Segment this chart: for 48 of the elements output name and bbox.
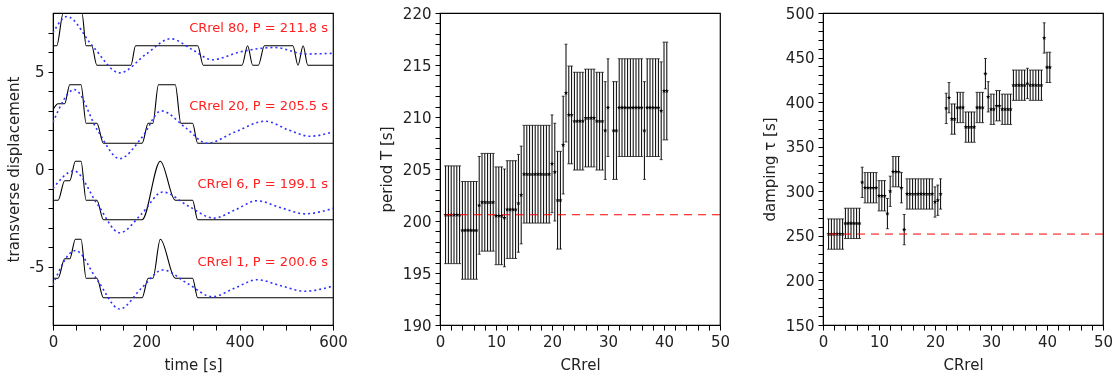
y-tick-label: 200 bbox=[785, 271, 815, 290]
x-tick-label: 0 bbox=[48, 332, 59, 351]
y-tick-label: 150 bbox=[785, 316, 815, 335]
x-tick-label: 10 bbox=[486, 332, 507, 351]
annotation: CRrel 6, P = 199.1 s bbox=[197, 176, 329, 191]
y-tick-label: 200 bbox=[402, 212, 432, 231]
y-axis-title: period T [s] bbox=[377, 126, 396, 213]
y-tick-label: 300 bbox=[785, 182, 815, 201]
x-tick-label: 600 bbox=[319, 332, 348, 351]
y-tick-label: 210 bbox=[402, 108, 432, 127]
y-tick-label: 5 bbox=[34, 63, 45, 81]
x-tick-label: 50 bbox=[710, 332, 731, 351]
line-series bbox=[53, 15, 333, 74]
y-tick-label: 220 bbox=[402, 4, 432, 23]
y-axis-title: transverse displacement bbox=[4, 76, 23, 263]
x-tick-label: 20 bbox=[542, 332, 563, 351]
x-tick-label: 40 bbox=[654, 332, 675, 351]
x-tick-label: 400 bbox=[225, 332, 255, 351]
x-axis-title: time [s] bbox=[164, 355, 223, 374]
line-series bbox=[53, 170, 333, 234]
x-tick-label: 20 bbox=[925, 332, 946, 351]
x-axis-title: CRrel bbox=[560, 355, 601, 374]
y-tick-label: 350 bbox=[785, 138, 815, 157]
y-tick-label: 400 bbox=[785, 93, 815, 112]
x-tick-label: 30 bbox=[981, 332, 1002, 351]
line-series bbox=[53, 88, 333, 160]
y-tick-label: 205 bbox=[402, 160, 432, 179]
y-tick-label: -5 bbox=[29, 258, 45, 276]
x-tick-label: 30 bbox=[598, 332, 619, 351]
y-tick-label: 450 bbox=[785, 49, 815, 68]
annotation: CRrel 20, P = 205.5 s bbox=[189, 98, 329, 113]
x-tick-label: 0 bbox=[818, 332, 829, 351]
y-tick-label: 0 bbox=[34, 160, 45, 179]
y-tick-label: 250 bbox=[785, 227, 815, 246]
x-axis-title: CRrel bbox=[943, 355, 984, 374]
annotation: CRrel 80, P = 211.8 s bbox=[189, 20, 329, 35]
annotation: CRrel 1, P = 200.6 s bbox=[197, 254, 329, 269]
x-tick-label: 50 bbox=[1093, 332, 1114, 351]
y-tick-label: 195 bbox=[402, 264, 432, 283]
y-tick-label: 215 bbox=[402, 56, 432, 75]
line-series bbox=[53, 249, 333, 310]
y-tick-label: 190 bbox=[402, 316, 432, 335]
x-tick-label: 40 bbox=[1037, 332, 1058, 351]
y-tick-label: 500 bbox=[785, 4, 815, 23]
x-tick-label: 10 bbox=[869, 332, 890, 351]
x-tick-label: 0 bbox=[435, 332, 446, 351]
y-axis-title: damping τ [s] bbox=[760, 117, 779, 222]
x-tick-label: 200 bbox=[132, 332, 162, 351]
